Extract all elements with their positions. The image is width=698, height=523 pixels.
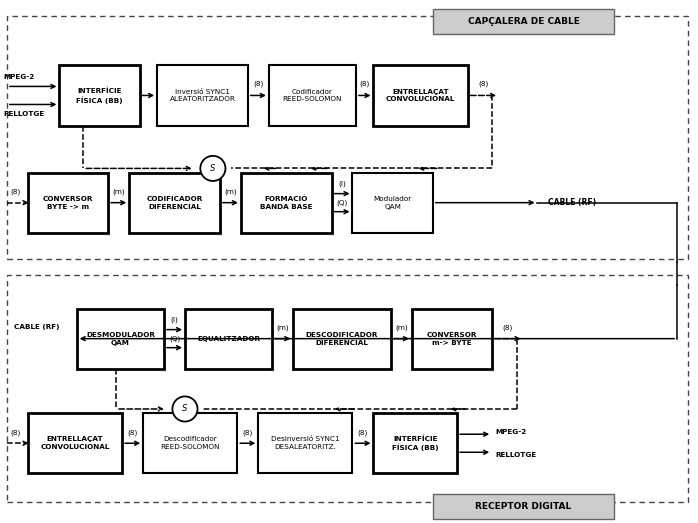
Text: MPEG-2: MPEG-2 — [3, 74, 35, 80]
Text: RELLOTGE: RELLOTGE — [3, 111, 45, 117]
Text: CABLE (RF): CABLE (RF) — [548, 198, 596, 207]
Bar — [77, 309, 164, 369]
Text: S: S — [210, 164, 216, 173]
Text: (8): (8) — [478, 81, 488, 87]
Text: CABLE (RF): CABLE (RF) — [14, 324, 59, 330]
Text: (8): (8) — [358, 429, 368, 436]
Text: Desinversió SYNC1
DESALEATORITZ.: Desinversió SYNC1 DESALEATORITZ. — [271, 436, 340, 450]
Text: (m): (m) — [276, 325, 289, 332]
Ellipse shape — [172, 396, 198, 422]
Text: (Q): (Q) — [336, 199, 348, 206]
Text: RELLOTGE: RELLOTGE — [496, 452, 537, 458]
Bar — [241, 173, 332, 233]
Text: S: S — [182, 404, 188, 414]
Text: (m): (m) — [395, 325, 408, 332]
Text: ENTRELLAÇAT
CONVOLUCIONAL: ENTRELLAÇAT CONVOLUCIONAL — [40, 436, 110, 450]
Text: (8): (8) — [243, 429, 253, 436]
Bar — [258, 413, 352, 473]
Text: CONVERSOR
BYTE -> m: CONVERSOR BYTE -> m — [43, 196, 94, 210]
Bar — [373, 65, 468, 126]
Text: INTERFÍCIE
FÍSICA (BB): INTERFÍCIE FÍSICA (BB) — [76, 87, 123, 104]
Text: (I): (I) — [338, 181, 346, 187]
Text: (8): (8) — [359, 81, 370, 87]
Ellipse shape — [200, 156, 225, 181]
Text: (m): (m) — [112, 189, 125, 196]
Text: CAPÇALERA DE CABLE: CAPÇALERA DE CABLE — [468, 17, 579, 26]
Bar — [129, 173, 220, 233]
Text: (8): (8) — [503, 325, 512, 332]
Bar — [433, 494, 614, 519]
Text: DESCODIFICADOR
DIFERENCIAL: DESCODIFICADOR DIFERENCIAL — [306, 332, 378, 346]
Bar — [143, 413, 237, 473]
Bar — [269, 65, 356, 126]
Bar — [352, 173, 433, 233]
Text: (8): (8) — [10, 189, 20, 196]
Bar — [28, 413, 122, 473]
Text: Modulador
QAM: Modulador QAM — [373, 196, 412, 210]
Bar — [373, 413, 457, 473]
Text: (8): (8) — [128, 429, 138, 436]
Text: (I): (I) — [170, 317, 179, 323]
Text: FORMACIÓ
BANDA BASE: FORMACIÓ BANDA BASE — [260, 196, 313, 210]
Bar — [185, 309, 272, 369]
Bar — [293, 309, 391, 369]
Text: (8): (8) — [10, 429, 20, 436]
Text: MPEG-2: MPEG-2 — [496, 429, 527, 435]
Text: CODIFICADOR
DIFERENCIAL: CODIFICADOR DIFERENCIAL — [147, 196, 202, 210]
Text: CONVERSOR
m-> BYTE: CONVERSOR m-> BYTE — [426, 332, 477, 346]
Text: DESMODULADOR
QAM: DESMODULADOR QAM — [86, 332, 155, 346]
Bar — [412, 309, 492, 369]
Text: Codificador
REED-SOLOMON: Codificador REED-SOLOMON — [283, 88, 342, 103]
Bar — [7, 16, 688, 259]
Bar — [433, 9, 614, 34]
Bar — [59, 65, 140, 126]
Bar — [7, 275, 688, 502]
Text: (8): (8) — [253, 81, 263, 87]
Text: ENTRELLAÇAT
CONVOLUCIONAL: ENTRELLAÇAT CONVOLUCIONAL — [386, 88, 455, 103]
Text: (m): (m) — [224, 189, 237, 196]
Bar — [157, 65, 248, 126]
Text: INTERFÍCIE
FÍSICA (BB): INTERFÍCIE FÍSICA (BB) — [392, 435, 438, 451]
Text: (Q): (Q) — [169, 335, 180, 342]
Text: RECEPTOR DIGITAL: RECEPTOR DIGITAL — [475, 502, 572, 511]
Bar — [28, 173, 108, 233]
Text: Descodificador
REED-SOLOMON: Descodificador REED-SOLOMON — [161, 436, 220, 450]
Text: EQUALITZADOR: EQUALITZADOR — [197, 336, 260, 342]
Text: Inversió SYNC1
ALEATORITZADOR: Inversió SYNC1 ALEATORITZADOR — [170, 88, 235, 103]
